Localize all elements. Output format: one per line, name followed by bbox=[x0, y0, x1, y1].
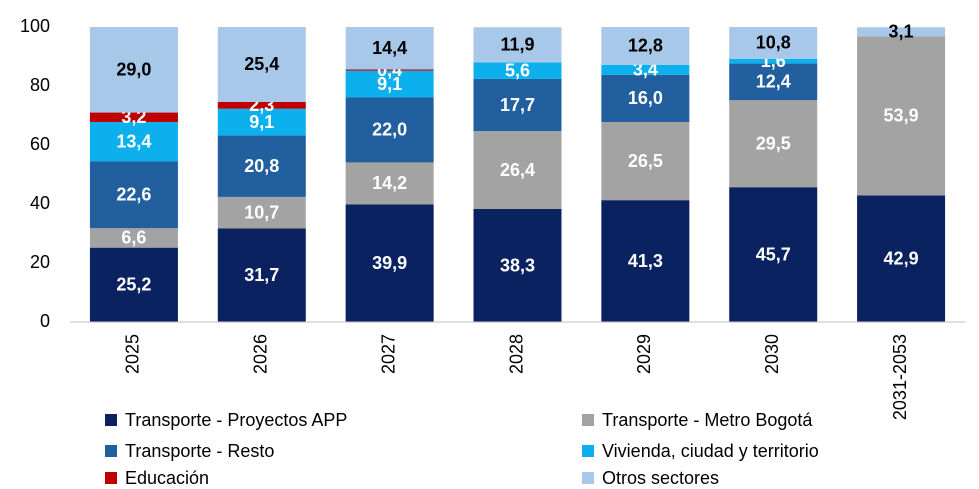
x-tick-label: 2025 bbox=[123, 334, 143, 374]
legend-swatch bbox=[105, 414, 117, 426]
legend-label: Educación bbox=[125, 468, 209, 488]
bar-segment bbox=[601, 74, 690, 122]
data-label: 29,5 bbox=[756, 133, 791, 153]
bar-segment bbox=[345, 69, 434, 71]
data-label: 22,6 bbox=[116, 185, 151, 205]
data-label: 12,4 bbox=[756, 72, 791, 92]
bar-segment bbox=[473, 209, 562, 322]
bar-segment bbox=[345, 162, 434, 205]
data-label: 13,4 bbox=[116, 132, 151, 152]
data-label: 11,9 bbox=[500, 35, 534, 55]
data-label: 9,1 bbox=[249, 112, 274, 132]
bar-segment bbox=[473, 131, 562, 210]
bar-segment bbox=[217, 27, 306, 102]
x-tick-label: 2028 bbox=[506, 334, 526, 374]
data-label: 26,5 bbox=[628, 151, 663, 171]
x-tick-label: 2029 bbox=[634, 334, 654, 374]
bar-segment bbox=[217, 196, 306, 229]
data-label: 16,0 bbox=[628, 88, 663, 108]
data-label: 53,9 bbox=[884, 106, 919, 126]
data-label: 26,4 bbox=[500, 160, 535, 180]
data-label: 9,1 bbox=[377, 74, 402, 94]
bar-segment bbox=[89, 161, 178, 229]
legend-label: Transporte - Proyectos APP bbox=[125, 410, 347, 430]
bar-segment bbox=[217, 108, 306, 136]
data-label: 29,0 bbox=[116, 60, 151, 80]
data-label: 20,8 bbox=[244, 156, 279, 176]
bar-segment bbox=[345, 70, 434, 98]
data-label: 14,4 bbox=[372, 38, 407, 58]
bar-segment bbox=[345, 27, 434, 70]
legend-label: Transporte - Metro Bogotá bbox=[602, 410, 813, 430]
data-label: 42,9 bbox=[884, 248, 919, 268]
bar-segment bbox=[345, 97, 434, 163]
legend-swatch bbox=[105, 472, 117, 484]
x-tick-label: 2026 bbox=[251, 334, 271, 374]
bar-segment bbox=[857, 36, 946, 196]
y-tick-label: 0 bbox=[40, 311, 50, 331]
bar-segment bbox=[89, 247, 178, 322]
data-label: 6,6 bbox=[121, 228, 146, 248]
bar-segment bbox=[89, 27, 178, 113]
data-label: 3,1 bbox=[889, 22, 914, 42]
data-label: 17,7 bbox=[500, 95, 535, 115]
bar-segment bbox=[217, 228, 306, 322]
bar-segment bbox=[729, 100, 818, 188]
bar-segment bbox=[89, 112, 178, 122]
bar-segment bbox=[729, 27, 818, 59]
x-tick-label: 2027 bbox=[378, 334, 398, 374]
y-tick-label: 20 bbox=[30, 252, 50, 272]
bar-segment bbox=[729, 187, 818, 322]
y-tick-label: 80 bbox=[30, 75, 50, 95]
data-label: 39,9 bbox=[372, 253, 407, 273]
y-tick-label: 40 bbox=[30, 193, 50, 213]
bar-segment bbox=[89, 121, 178, 162]
bar-segment bbox=[217, 135, 306, 197]
bar-segment bbox=[345, 204, 434, 322]
legend-swatch bbox=[582, 445, 594, 457]
data-label: 45,7 bbox=[756, 244, 791, 264]
data-label: 38,3 bbox=[500, 255, 535, 275]
data-label: 5,6 bbox=[505, 60, 530, 80]
x-tick-label: 2030 bbox=[762, 334, 782, 374]
data-label: 10,8 bbox=[756, 33, 791, 53]
legend-label: Transporte - Resto bbox=[125, 441, 274, 461]
y-tick-label: 60 bbox=[30, 134, 50, 154]
bar-segment bbox=[857, 195, 946, 322]
legend-swatch bbox=[105, 445, 117, 457]
bar-segment bbox=[473, 62, 562, 79]
y-tick-label: 100 bbox=[20, 16, 50, 36]
legend-label: Vivienda, ciudad y territorio bbox=[602, 441, 819, 461]
data-label: 41,3 bbox=[628, 251, 663, 271]
x-tick-label: 2031-2053 bbox=[890, 334, 910, 420]
bar-segment bbox=[473, 78, 562, 132]
data-label: 25,4 bbox=[244, 54, 279, 74]
bar-segment bbox=[601, 121, 690, 201]
bar-segment bbox=[601, 27, 690, 65]
legend-swatch bbox=[582, 472, 594, 484]
legend-swatch bbox=[582, 414, 594, 426]
bar-segment bbox=[729, 63, 818, 101]
bar-segment bbox=[601, 64, 690, 75]
bar-segment bbox=[89, 228, 178, 248]
bar-segment bbox=[729, 58, 818, 64]
data-label: 22,0 bbox=[372, 120, 407, 140]
data-label: 31,7 bbox=[244, 265, 279, 285]
bar-segment bbox=[473, 27, 562, 63]
bar-segment bbox=[217, 101, 306, 109]
bar-segment bbox=[601, 200, 690, 322]
data-label: 25,2 bbox=[116, 275, 151, 295]
legend-label: Otros sectores bbox=[602, 468, 719, 488]
data-label: 14,2 bbox=[372, 173, 407, 193]
bar-segment bbox=[857, 27, 946, 37]
data-label: 12,8 bbox=[628, 36, 663, 56]
data-label: 10,7 bbox=[244, 202, 279, 222]
